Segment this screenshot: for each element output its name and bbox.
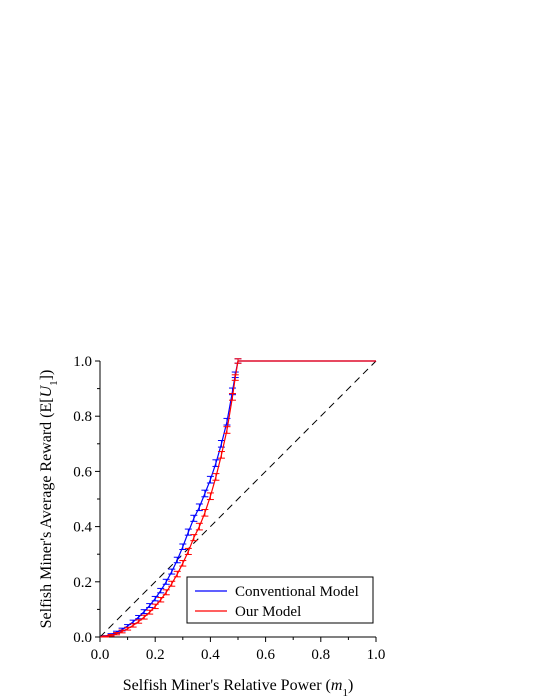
error-bar bbox=[168, 568, 176, 575]
x-tick-label: 0.0 bbox=[91, 647, 110, 663]
error-bar bbox=[184, 528, 192, 536]
error-bar bbox=[223, 417, 231, 426]
y-tick-label: 0.8 bbox=[73, 409, 92, 425]
x-tick-label: 1.0 bbox=[367, 647, 386, 663]
error-bar bbox=[157, 587, 165, 594]
error-bar bbox=[184, 547, 192, 555]
error-bar bbox=[129, 623, 137, 628]
series-layer bbox=[99, 358, 376, 638]
error-bar bbox=[190, 534, 198, 542]
error-bar bbox=[201, 489, 209, 498]
error-bar bbox=[234, 358, 242, 364]
x-tick-label: 0.2 bbox=[146, 647, 165, 663]
error-bar bbox=[201, 508, 209, 517]
error-bar bbox=[173, 556, 181, 564]
error-bar bbox=[135, 614, 143, 620]
y-tick-label: 1.0 bbox=[73, 354, 92, 370]
error-bar bbox=[124, 626, 132, 631]
error-bar bbox=[206, 492, 214, 501]
legend-box bbox=[186, 576, 374, 624]
error-bar bbox=[195, 522, 203, 531]
error-bar bbox=[228, 393, 236, 401]
error-bar bbox=[179, 560, 187, 567]
x-axis-label-sub: 1 bbox=[342, 687, 348, 699]
error-bar bbox=[146, 603, 154, 608]
error-bar bbox=[217, 439, 225, 448]
x-axis-label-var: m bbox=[331, 677, 343, 694]
error-bar bbox=[162, 578, 170, 585]
x-tick-label: 0.4 bbox=[201, 647, 220, 663]
y-tick-label: 0.2 bbox=[73, 575, 92, 591]
y-axis-label-tail: ]) bbox=[38, 370, 55, 381]
x-axis-label: Selfish Miner's Relative Power (m1) bbox=[123, 677, 354, 699]
x-axis-label-main: Selfish Miner's Relative Power ( bbox=[123, 677, 331, 694]
x-axis-label-tail: ) bbox=[348, 677, 353, 694]
legend-label: Conventional Model bbox=[235, 584, 359, 600]
error-bar bbox=[179, 543, 187, 551]
error-bar bbox=[173, 570, 181, 578]
error-bar bbox=[195, 503, 203, 512]
error-bar bbox=[168, 580, 176, 587]
error-bar bbox=[223, 426, 231, 434]
error-bar bbox=[231, 374, 239, 381]
error-bar bbox=[146, 609, 154, 615]
reference-line bbox=[99, 360, 377, 638]
error-bar bbox=[151, 603, 159, 610]
error-bar bbox=[135, 619, 143, 624]
error-bar bbox=[212, 473, 220, 481]
y-tick-label: 0.6 bbox=[73, 464, 92, 480]
x-tick-label: 0.6 bbox=[256, 647, 275, 663]
x-tick-label: 0.8 bbox=[311, 647, 330, 663]
series-our-model bbox=[99, 358, 376, 638]
y-tick-label: 0.0 bbox=[73, 630, 92, 646]
y-axis-label-var: U bbox=[38, 384, 55, 397]
y-tick-label: 0.4 bbox=[73, 520, 92, 536]
legend: Conventional Model Our Model bbox=[186, 576, 374, 624]
y-axis-label: Selfish Miner's Average Reward (E[U1]) bbox=[38, 370, 60, 629]
axes: 0.0 0.2 0.4 0.6 0.8 1.0 0.0 0.2 0.4 0.6 0.8 1.0 bbox=[73, 354, 385, 663]
legend-label: Our Model bbox=[235, 604, 301, 620]
error-bar bbox=[151, 595, 159, 602]
error-bar bbox=[162, 589, 170, 596]
error-bar bbox=[190, 514, 198, 522]
error-bar bbox=[157, 597, 165, 603]
reference-dashed-line bbox=[99, 360, 377, 638]
y-axis-label-main: Selfish Miner's Average Reward (E[ bbox=[38, 397, 55, 628]
error-bar bbox=[217, 451, 225, 459]
y-axis-label-sub: 1 bbox=[48, 380, 60, 386]
error-bar bbox=[206, 475, 214, 484]
error-bar bbox=[140, 614, 148, 620]
error-bar bbox=[140, 609, 148, 615]
